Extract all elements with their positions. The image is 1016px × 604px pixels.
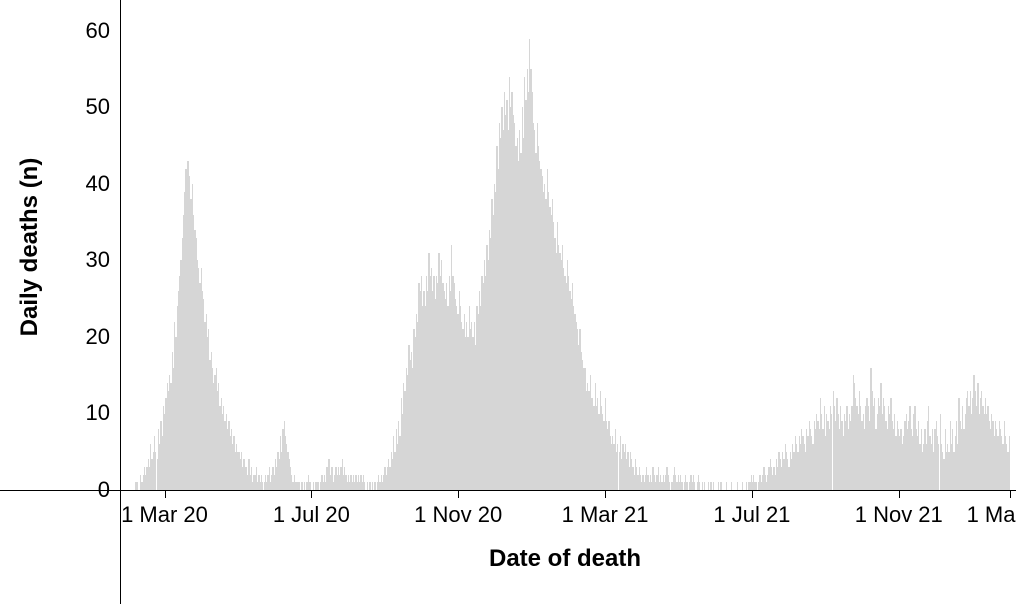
y-tick-label: 20 [86,324,110,350]
bar [699,482,700,490]
bar [742,482,743,490]
bar [374,482,375,490]
x-tick-label: 1 Nov 21 [855,502,943,528]
x-tick-mark [165,490,166,498]
bar [364,482,365,490]
bar [694,482,695,490]
x-axis-title: Date of death [120,545,1010,573]
x-tick-mark [605,490,606,498]
bar [313,482,314,490]
x-tick-label: 1 Nov 20 [414,502,502,528]
x-tick-label: 1 Mar 21 [562,502,649,528]
bar [756,482,757,490]
bar [731,482,732,490]
bar [669,482,670,490]
x-tick-label: 1 Mar 22 [967,502,1016,528]
y-tick-label: 50 [86,94,110,120]
bar [718,482,719,490]
x-tick-mark [311,490,312,498]
bar [686,482,687,490]
bar [720,482,721,490]
y-tick-label: 40 [86,171,110,197]
bar [702,482,703,490]
bar [367,482,368,490]
plot-area [120,8,1010,490]
x-tick-label: 1 Jul 20 [273,502,350,528]
bar [304,482,305,490]
bar [704,482,705,490]
y-tick-label: 0 [98,477,110,503]
y-tick-label: 10 [86,400,110,426]
x-tick-mark [899,490,900,498]
x-tick-mark [752,490,753,498]
bar [310,482,311,490]
bar [369,482,370,490]
bar [299,482,300,490]
bar [746,482,747,490]
bar [726,482,727,490]
daily-deaths-chart: 0 10 20 30 40 50 60 1 Mar 20 1 Jul 20 1 Nov 20 1 … [0,0,1016,604]
y-axis-title: Daily deaths (n) [16,127,44,367]
bar [136,482,137,490]
bar [708,482,709,490]
x-axis-line [0,490,1016,491]
bar [681,482,682,490]
bar [372,482,373,490]
bar [713,482,714,490]
y-tick-label: 30 [86,247,110,273]
bar [318,482,319,490]
bar [1009,436,1010,490]
x-tick-label: 1 Jul 21 [713,502,790,528]
bar [710,482,711,490]
bar [737,482,738,490]
x-tick-label: 1 Mar 20 [121,502,208,528]
y-tick-label: 60 [86,18,110,44]
x-tick-mark [1010,490,1011,498]
x-tick-mark [458,490,459,498]
bar [301,482,302,490]
